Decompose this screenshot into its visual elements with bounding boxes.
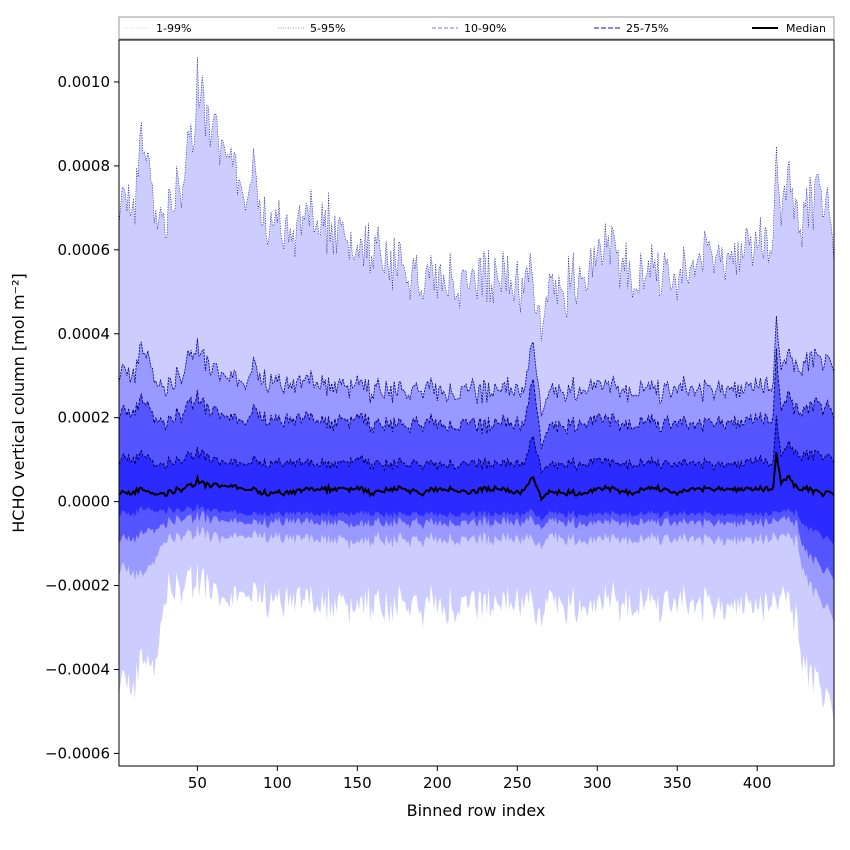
- y-tick-label: 0.0004: [58, 325, 111, 343]
- legend-label: 10-90%: [464, 22, 506, 35]
- plot-frame: [118, 39, 835, 767]
- legend-label: 1-99%: [156, 22, 191, 35]
- y-tick-label: 0.0008: [58, 157, 111, 175]
- line-p90: [119, 348, 834, 450]
- line-p75: [119, 415, 834, 474]
- band-10-90: [119, 348, 834, 582]
- legend-label: Median: [786, 22, 826, 35]
- x-axis-label: Binned row index: [407, 801, 546, 820]
- y-axis-ticks: −0.0006 −0.0004 −0.0002 0.0000 0.0002 0.0004 0…: [45, 73, 119, 762]
- legend-label: 5-95%: [310, 22, 345, 35]
- band-25-75: [119, 415, 834, 546]
- x-tick-label: 200: [423, 774, 452, 792]
- y-axis-label: HCHO vertical column [mol m⁻²]: [9, 273, 28, 532]
- x-tick-label: 300: [583, 774, 612, 792]
- line-p99: [119, 57, 834, 342]
- x-tick-label: 100: [263, 774, 292, 792]
- y-tick-label: 0.0000: [58, 493, 111, 511]
- y-tick-label: −0.0006: [45, 744, 110, 762]
- x-axis-ticks: 50 100 150 200 250 300 350 400: [188, 766, 772, 792]
- y-tick-label: −0.0004: [45, 660, 110, 678]
- y-tick-label: 0.0006: [58, 241, 111, 259]
- y-tick-label: 0.0010: [58, 73, 111, 91]
- percentile-bands: [119, 57, 834, 723]
- y-tick-label: −0.0002: [45, 577, 110, 595]
- x-tick-label: 350: [663, 774, 692, 792]
- legend-label: 25-75%: [626, 22, 668, 35]
- x-tick-label: 400: [743, 774, 772, 792]
- line-p95: [119, 315, 834, 417]
- percentile-lines: [119, 57, 834, 502]
- x-tick-label: 250: [503, 774, 532, 792]
- x-tick-label: 150: [343, 774, 372, 792]
- x-tick-label: 50: [188, 774, 207, 792]
- legend-frame: [118, 16, 835, 40]
- band-1-99: [119, 57, 834, 723]
- y-tick-label: 0.0002: [58, 409, 111, 427]
- line-median: [119, 452, 834, 502]
- legend: 1-99% 5-95% 10-90% 25-75% Median: [118, 16, 835, 40]
